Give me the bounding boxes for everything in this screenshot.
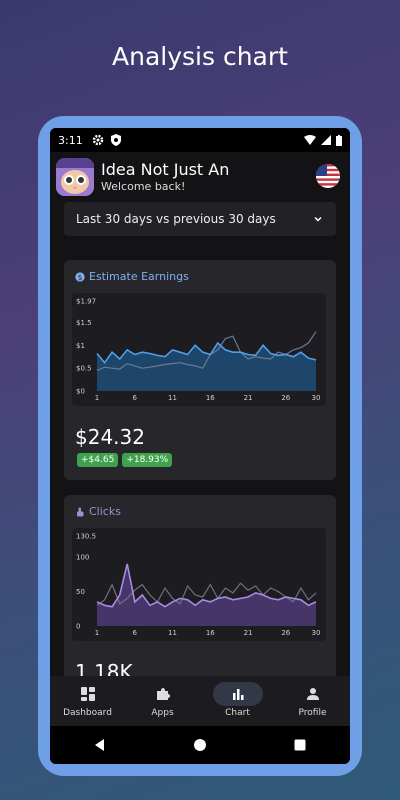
x-tick-label: 30	[312, 629, 321, 637]
x-tick-label: 21	[244, 629, 253, 637]
recents-square-icon[interactable]	[293, 738, 307, 752]
x-tick-label: 30	[312, 394, 321, 402]
earnings-change-abs-badge: +$4.65	[77, 453, 119, 467]
shield-icon	[110, 134, 121, 146]
y-tick-label: 0	[76, 623, 80, 631]
y-tick-label: 100	[76, 554, 89, 562]
x-tick-label: 26	[281, 629, 290, 637]
current-series-line	[96, 563, 317, 608]
y-tick-label: $1	[76, 342, 85, 350]
owl-avatar-icon	[56, 158, 94, 196]
earnings-badges: +$4.65 +18.93%	[77, 453, 173, 467]
current-series-line	[96, 341, 317, 365]
earnings-card: $ Estimate Earnings $0 $0.5 $1 $1.5 $1.97 1 6 1…	[64, 260, 336, 480]
nav-icon-wrap-dashboard	[63, 682, 113, 706]
x-tick-label: 6	[133, 394, 138, 402]
date-range-value: Last 30 days vs previous 30 days	[76, 212, 276, 226]
x-tick-label: 1	[95, 394, 99, 402]
status-time: 3:11	[58, 133, 83, 147]
chevron-down-icon	[314, 216, 322, 222]
nav-item-profile[interactable]: Profile	[275, 676, 350, 726]
current-series-area	[97, 563, 316, 626]
y-tick-label: 130.5	[76, 533, 96, 541]
nav-item-dashboard[interactable]: Dashboard	[50, 676, 125, 726]
earnings-chart: $0 $0.5 $1 $1.5 $1.97 1 6 11 16 21 26 30	[72, 293, 326, 406]
nav-label-profile: Profile	[298, 708, 327, 718]
hand-pointer-icon	[77, 507, 84, 516]
person-icon	[306, 688, 319, 700]
x-tick-label: 16	[206, 394, 215, 402]
battery-icon	[336, 134, 342, 146]
earnings-title-text: Estimate Earnings	[89, 270, 189, 283]
x-tick-label: 16	[206, 629, 215, 637]
clicks-title-text: Clicks	[89, 505, 121, 518]
x-tick-label: 21	[244, 394, 253, 402]
signal-icon	[321, 135, 331, 145]
y-tick-label: $0.5	[76, 365, 92, 373]
wifi-icon	[304, 135, 316, 145]
app-subtitle: Welcome back!	[101, 180, 186, 193]
date-range-select[interactable]: Last 30 days vs previous 30 days	[64, 202, 336, 236]
settings-icon	[92, 134, 103, 146]
y-tick-label: $0	[76, 388, 85, 396]
dashboard-icon	[80, 687, 95, 701]
puzzle-icon	[156, 688, 170, 700]
nav-icon-wrap-apps	[138, 682, 188, 706]
status-bar: 3:11	[50, 128, 350, 152]
clicks-chart: 0 50 100 130.5 1 6 11 16 21 26 30	[72, 528, 326, 641]
nav-item-chart[interactable]: Chart	[200, 676, 275, 726]
nav-label-apps: Apps	[151, 708, 174, 718]
earnings-change-pct-badge: +18.93%	[122, 453, 173, 467]
x-tick-label: 26	[281, 394, 290, 402]
previous-series-line	[96, 331, 317, 371]
previous-series-line	[96, 582, 317, 606]
avatar[interactable]	[56, 158, 94, 196]
app-title: Idea Not Just An	[101, 160, 230, 179]
bottom-navigation: Dashboard Apps Chart	[50, 676, 350, 726]
back-triangle-icon[interactable]	[93, 738, 107, 752]
x-tick-label: 6	[133, 629, 138, 637]
nav-label-chart: Chart	[225, 708, 250, 718]
x-tick-label: 11	[168, 394, 177, 402]
nav-icon-wrap-profile	[288, 682, 338, 706]
page-headline: Analysis chart	[112, 42, 288, 71]
x-tick-label: 1	[95, 629, 99, 637]
earnings-chart-svg: $0$0.5$1$1.5$1.971 6 11 16 21 26 30	[76, 298, 321, 403]
bar-chart-icon	[232, 689, 243, 700]
clicks-card: Clicks 0 50 100 130.5 1 6 11 16 21 26 30 1.18K	[64, 495, 336, 695]
x-tick-label: 11	[168, 629, 177, 637]
earnings-card-title: $ Estimate Earnings	[75, 270, 189, 283]
y-tick-label: $1.97	[76, 298, 96, 306]
clicks-card-title: Clicks	[75, 505, 121, 518]
svg-text:$: $	[78, 272, 83, 281]
earnings-total: $24.32	[75, 425, 145, 449]
y-tick-label: 50	[76, 588, 85, 596]
us-flag-icon[interactable]	[316, 164, 340, 188]
y-tick-label: $1.5	[76, 319, 92, 327]
nav-icon-wrap-chart	[212, 682, 263, 706]
home-circle-icon[interactable]	[193, 738, 207, 752]
nav-item-apps[interactable]: Apps	[125, 676, 200, 726]
app-header: Idea Not Just An Welcome back!	[56, 158, 344, 198]
dollar-icon: $	[75, 271, 85, 281]
nav-label-dashboard: Dashboard	[63, 708, 112, 718]
system-navigation-bar	[50, 726, 350, 764]
current-series-area	[97, 343, 316, 391]
phone-screen: 3:11	[50, 128, 350, 764]
